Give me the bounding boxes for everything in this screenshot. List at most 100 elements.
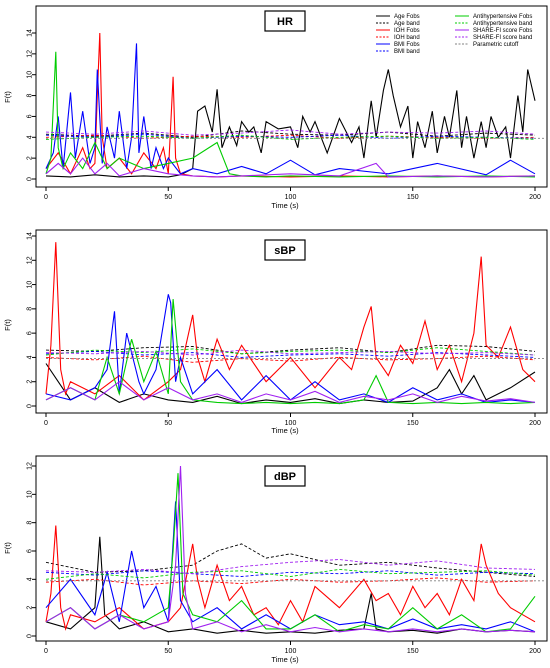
dbp-x-axis-title: Time (s) [271,655,299,664]
hr-y-tick-label: 6 [27,114,34,118]
dbp-plot-frame [35,455,548,642]
sbp-series-age-fobs [45,363,536,405]
dbp-series-antihypertensive-band [45,568,536,580]
legend-label-age-band: Age band [394,21,420,27]
hr-x-tick-label: 50 [164,194,172,201]
sbp-x-tick-label: 100 [285,420,297,427]
hr-x-tick-label: 200 [529,194,541,201]
hr-y-tick-label: 14 [27,29,34,37]
legend-label-bmi-fobs: BMI Fobs [394,42,420,48]
sbp-y-tick-label: 4 [27,355,34,359]
sbp-y-axis-title: F(t) [3,319,12,331]
hr-series-age-fobs [45,69,536,178]
dbp-series-antihypertensive-fobs [45,473,536,633]
dbp-y-tick-label: 0 [27,634,34,638]
dbp-y-tick-label: 12 [27,462,34,470]
dbp-y-tick-label: 6 [27,549,34,553]
hr-series-age-band [45,130,536,138]
legend-label-antihypertensive-band: Antihypertensive band [473,21,532,27]
sbp-y-tick-label: 14 [27,232,34,240]
sbp-plot-frame [35,229,548,414]
hr-y-tick-label: 4 [27,135,34,139]
hr-series-bmi-fobs [45,43,536,176]
hr-series-layer [45,32,547,178]
hr-series-antihypertensive-band [45,134,536,140]
dbp-series-share-fi-score-fobs [45,465,536,633]
hr-series-share-fi-score-band [45,129,536,136]
hr-y-tick-label: 8 [27,94,34,98]
dbp-series-ioh-band [45,577,536,586]
sbp-series-bmi-fobs [45,294,536,404]
dbp-x-tick-label: 200 [529,648,541,655]
dbp-y-axis-title: F(t) [3,542,12,554]
dbp-title-box: dBP [264,465,306,487]
hr-series-antihypertensive-fobs [45,51,536,178]
sbp-x-tick-label: 150 [407,420,419,427]
sbp-panel-title: sBP [274,245,295,257]
hr-x-axis-title: Time (s) [271,201,299,210]
sbp-y-tick-label: 10 [27,281,34,289]
sbp-series-ioh-fobs [45,242,536,401]
hr-x-tick-label: 150 [407,194,419,201]
sbp-x-tick-label: 50 [164,420,172,427]
legend-label-ioh-band: IOH band [394,35,420,41]
hr-series-bmi-band [45,133,536,139]
dbp-x-tick-label: 0 [44,648,48,655]
legend-label-age-fobs: Age Fobs [394,14,420,20]
hr-x-tick-label: 0 [44,194,48,201]
hr-series-ioh-fobs [45,32,536,178]
sbp-y-tick-label: 0 [27,404,34,408]
hr-y-tick-label: 2 [27,156,34,160]
sbp-panel: 0 2 4 6 8 10 12 14 0 50 100 150 200 sBP Time (s) F(t… [3,229,548,435]
legend-label-share-fi-score-band: SHARE-FI score band [473,35,532,41]
legend-label-ioh-fobs: IOH Fobs [394,28,420,34]
dbp-y-tick-label: 4 [27,577,34,581]
sbp-series-layer [45,242,547,405]
hr-y-tick-label: 0 [27,177,34,181]
sbp-series-share-fi-score-fobs [45,381,536,403]
dbp-axes: 0 2 4 6 8 10 12 0 50 100 150 200 [27,455,548,655]
dbp-panel-title: dBP [274,471,296,483]
dbp-y-tick-label: 10 [27,490,34,498]
dbp-x-tick-label: 100 [285,648,297,655]
hr-series-share-fi-score-fobs [45,157,536,178]
sbp-y-tick-label: 8 [27,307,34,311]
sbp-axes: 0 2 4 6 8 10 12 14 0 50 100 150 200 [27,229,548,427]
dbp-series-layer [45,465,547,634]
legend-label-bmi-band: BMI band [394,49,420,55]
sbp-series-share-fi-score-band [45,349,536,356]
sbp-x-tick-label: 0 [44,420,48,427]
dbp-x-tick-label: 50 [164,648,172,655]
sbp-series-antihypertensive-fobs [45,299,536,405]
hr-panel: 0 2 4 6 8 10 12 14 0 50 100 150 200 HR Time (s) F(t)… [3,5,548,210]
dbp-series-share-fi-score-band [45,559,536,575]
hr-panel-title: HR [277,16,293,28]
hr-y-tick-label: 10 [27,71,34,79]
sbp-y-tick-label: 12 [27,256,34,264]
hr-title-box: HR [264,10,306,32]
sbp-series-bmi-band [45,350,536,358]
legend-label-antihypertensive-fobs: Antihypertensive Fobs [473,14,532,20]
hr-y-tick-label: 12 [27,50,34,58]
dbp-y-tick-label: 2 [27,606,34,610]
dbp-series-bmi-band [45,570,536,577]
sbp-x-axis-title: Time (s) [271,426,299,435]
legend-label-parametric-cutoff: Parametric cutoff [473,42,519,48]
dbp-series-bmi-fobs [45,501,536,633]
sbp-x-tick-label: 200 [529,420,541,427]
sbp-title-box: sBP [264,239,306,261]
dbp-series-age-band [45,543,536,577]
sbp-y-tick-label: 2 [27,380,34,384]
legend-label-share-fi-score-fobs: SHARE-FI score Fobs [473,28,532,34]
dbp-x-tick-label: 150 [407,648,419,655]
hr-plot-frame [35,5,548,188]
dbp-y-tick-label: 8 [27,521,34,525]
hr-y-axis-title: F(t) [3,91,12,103]
hr-x-tick-label: 100 [285,194,297,201]
sbp-series-age-band [45,344,536,355]
dbp-panel: 0 2 4 6 8 10 12 0 50 100 150 200 dBP Time (s) F(t) [3,455,548,664]
sbp-y-tick-label: 6 [27,331,34,335]
hr-axes: 0 2 4 6 8 10 12 14 0 50 100 150 200 [27,5,548,201]
